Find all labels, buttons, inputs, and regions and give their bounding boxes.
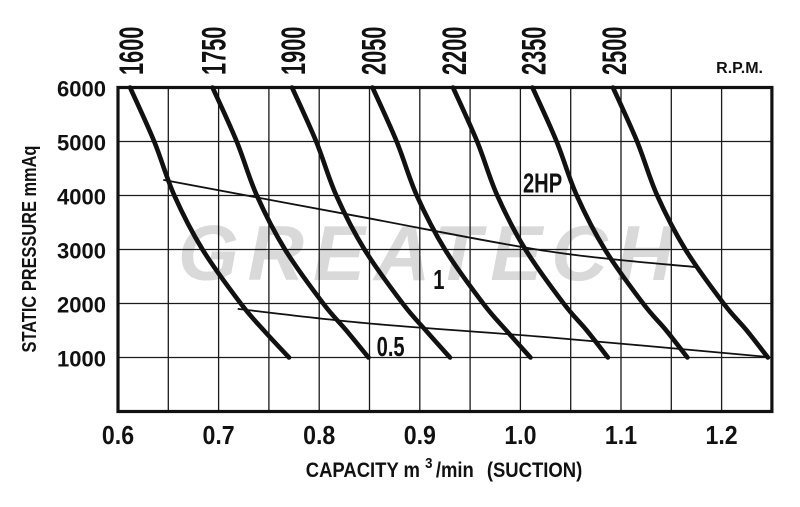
- rpm-curve-2200: [450, 85, 611, 360]
- y-tick-label: 2000: [57, 293, 106, 318]
- rpm-curve-1750: [210, 85, 371, 360]
- rpm-label-1750: 1750: [196, 27, 234, 75]
- x-tick-label: 0.6: [102, 422, 134, 451]
- power-region-label-2hp: 2HP: [523, 168, 562, 199]
- y-tick-label: 5000: [57, 131, 106, 156]
- y-tick-label: 6000: [57, 77, 106, 102]
- rpm-curve-2350: [530, 85, 690, 360]
- rpm-label-2200: 2200: [436, 27, 474, 75]
- rpm-label-2350: 2350: [516, 27, 554, 75]
- x-axis-title-unit: /min: [436, 459, 474, 482]
- rpm-curve-1600: [127, 85, 292, 360]
- x-axis-title-main: CAPACITY m: [306, 459, 420, 482]
- rpm-curve-1900: [289, 85, 453, 360]
- y-tick-label: 4000: [57, 185, 106, 210]
- tick-labels-layer: 1600 1750 1900 2050 2200 2350 2500 0.5 1 2HP 0.6 0.…: [57, 27, 738, 451]
- rpm-curves-layer: [127, 85, 771, 360]
- x-tick-label: 0.9: [404, 422, 436, 451]
- y-tick-label: 3000: [57, 239, 106, 264]
- x-axis-title-superscript: 3: [425, 454, 432, 471]
- 1HP-boundary-line: [237, 308, 768, 358]
- x-tick-label: 0.8: [303, 422, 335, 451]
- x-tick-label: 1.0: [504, 422, 536, 451]
- x-tick-label: 1.1: [605, 422, 637, 451]
- rpm-curve-2500: [610, 85, 771, 360]
- rpm-label-1600: 1600: [113, 27, 151, 75]
- 2HP-boundary-line: [163, 178, 699, 269]
- rpm-curve-2050: [370, 85, 533, 360]
- x-axis-title-suction: (SUCTION): [487, 459, 582, 482]
- rpm-label-1900: 1900: [275, 27, 313, 75]
- rpm-label-2500: 2500: [596, 27, 634, 75]
- x-axis-title: CAPACITY m 3 /min (SUCTION): [306, 450, 583, 482]
- power-region-label-0.5: 0.5: [377, 332, 405, 363]
- power-boundary-layer: [163, 178, 768, 358]
- plot-border: [116, 85, 774, 414]
- x-tick-label: 1.2: [706, 422, 738, 451]
- power-region-label-1: 1: [433, 265, 444, 296]
- rpm-label-2050: 2050: [356, 27, 394, 75]
- rpm-axis-unit-label: R.P.M.: [716, 60, 763, 77]
- y-axis-title: STATIC PRESSURE mmAq: [17, 146, 40, 353]
- x-tick-label: 0.7: [203, 422, 235, 451]
- y-tick-label: 1000: [57, 347, 106, 372]
